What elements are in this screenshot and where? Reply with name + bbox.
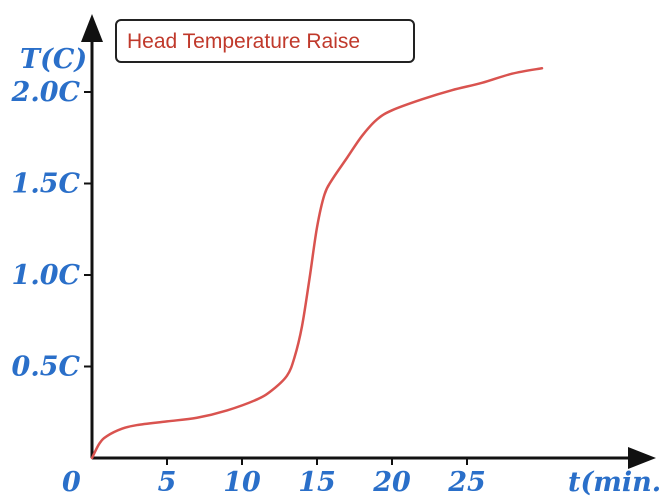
x-ticks: 5 10 15 20 25	[158, 458, 486, 498]
y-tick-label: 2.0C	[11, 77, 81, 108]
origin-label: 0	[62, 467, 81, 498]
x-tick-label: 5	[158, 467, 177, 498]
x-tick-label: 20	[372, 467, 411, 498]
y-tick-label: 1.0C	[12, 260, 81, 291]
y-ticks: 0.5C 1.0C 1.5C 2.0C	[11, 77, 92, 383]
legend: Head Temperature Raise	[115, 19, 415, 63]
x-tick-label: 25	[447, 467, 486, 498]
x-axis-title: t(min.)	[568, 467, 660, 498]
y-axis-arrow	[81, 14, 103, 42]
x-tick-label: 15	[298, 467, 336, 498]
series-line	[90, 66, 544, 460]
y-tick-label: 1.5C	[12, 169, 81, 200]
x-tick-label: 10	[223, 467, 261, 498]
x-axis-arrow	[628, 447, 656, 469]
axes	[81, 14, 656, 469]
legend-box	[115, 19, 415, 63]
y-tick-label: 0.5C	[12, 352, 81, 383]
y-axis-title: T(C)	[20, 44, 87, 75]
legend-label: Head Temperature Raise	[127, 30, 360, 53]
